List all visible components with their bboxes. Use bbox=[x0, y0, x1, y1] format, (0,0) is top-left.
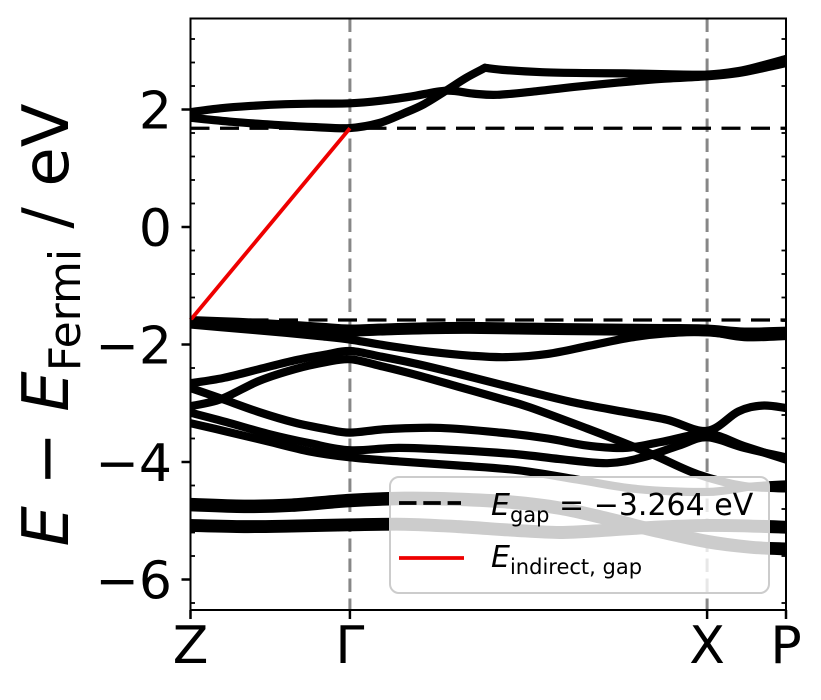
axes-spines bbox=[189, 17, 787, 611]
legend-label-1: Eindirect, gap bbox=[491, 540, 642, 579]
y-tick-label-2: −2 bbox=[95, 317, 172, 377]
y-axis-label-E2: E bbox=[10, 371, 84, 412]
y-tick-label-3: −4 bbox=[95, 434, 172, 494]
y-axis-label-E1: E bbox=[10, 505, 84, 546]
legend-box bbox=[389, 476, 770, 594]
y-tick-label-0: 2 bbox=[139, 82, 172, 142]
y-tick-label-4: −6 bbox=[95, 552, 172, 612]
x-tick-label-2: X bbox=[689, 616, 725, 676]
legend-label-0-rest: = −3.264 eV bbox=[550, 488, 754, 523]
gap-lines bbox=[190, 126, 786, 322]
axis-ticks bbox=[181, 38, 788, 619]
band-line-conduction-2 bbox=[190, 58, 786, 117]
y-axis-label-sub: Fermi bbox=[40, 249, 91, 371]
x-tick-label-0: Z bbox=[173, 616, 209, 676]
y-tick-label-1: 0 bbox=[139, 199, 172, 259]
y-axis-label-units: / eV bbox=[10, 103, 84, 249]
legend-label-0-main: E bbox=[491, 488, 510, 523]
band-line-valence-4 bbox=[190, 354, 786, 493]
band-line-valence-6 bbox=[190, 408, 786, 468]
y-axis-label-minus: − bbox=[10, 412, 84, 506]
y-axis-label: E − EFermi / eV bbox=[10, 103, 91, 546]
indirect-gap-line bbox=[189, 127, 352, 322]
legend-label-1-main: E bbox=[491, 540, 510, 575]
legend-label-0: Egap = −3.264 eV bbox=[491, 488, 754, 527]
x-tick-label-3: P bbox=[770, 616, 801, 676]
band-line-valence-5 bbox=[190, 383, 786, 464]
legend-label-1-sub: indirect, gap bbox=[510, 555, 642, 579]
tick-labels: 2 0 −2 −4 −6Z Γ X P bbox=[95, 82, 801, 677]
band-line-valence-2 bbox=[190, 320, 786, 362]
x-tick-label-1: Γ bbox=[335, 616, 364, 676]
legend-label-0-sub: gap bbox=[510, 503, 550, 527]
